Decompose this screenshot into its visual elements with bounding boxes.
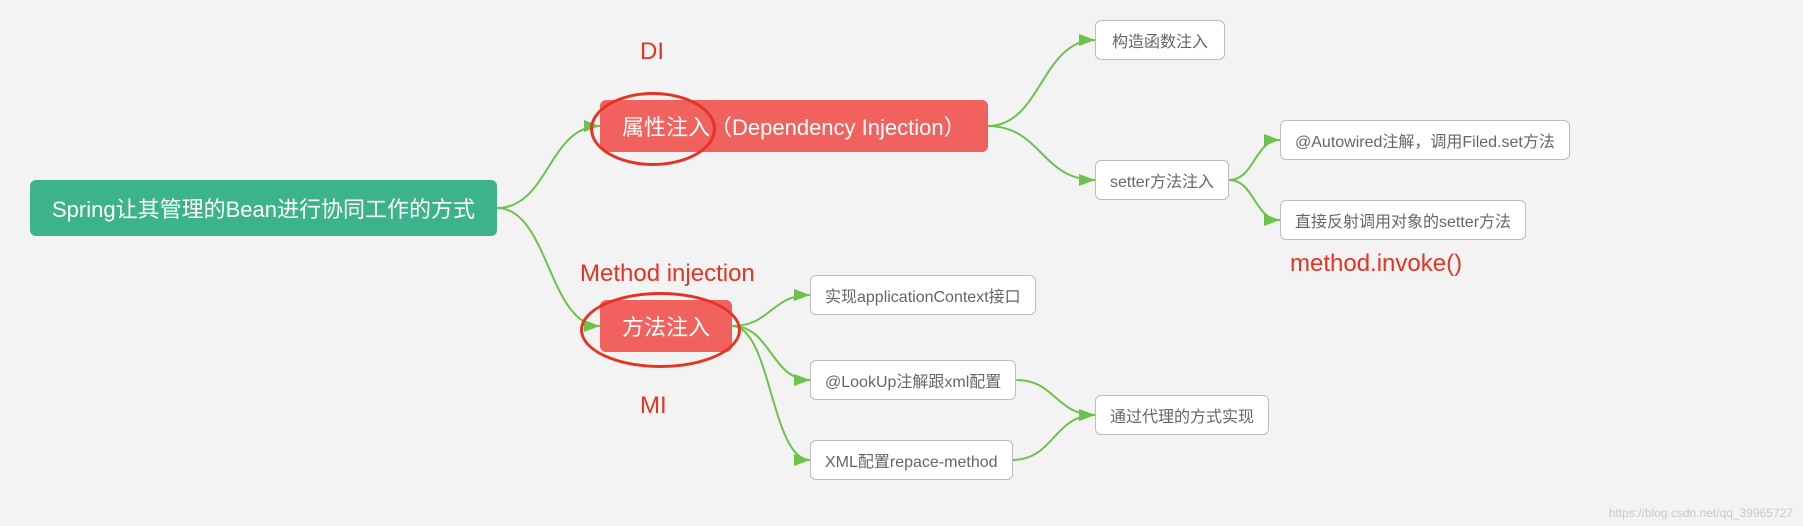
edge <box>497 126 600 208</box>
edge <box>732 326 810 380</box>
watermark: https://blog.csdn.net/qq_39965727 <box>1609 506 1793 520</box>
replace-method-node: XML配置repace-method <box>810 440 1013 480</box>
autowired-label: @Autowired注解，调用Filed.set方法 <box>1295 128 1555 152</box>
method-invoke-annotation: method.invoke() <box>1290 250 1462 278</box>
appcontext-label: 实现applicationContext接口 <box>825 283 1021 307</box>
mi-node: 方法注入 <box>600 300 732 352</box>
edge <box>988 40 1095 126</box>
lookup-label: @LookUp注解跟xml配置 <box>825 368 1001 392</box>
proxy-node: 通过代理的方式实现 <box>1095 395 1269 435</box>
edge <box>988 126 1095 180</box>
replace-method-label: XML配置repace-method <box>825 448 998 472</box>
edge <box>732 295 810 326</box>
edge <box>1229 140 1280 180</box>
autowired-node: @Autowired注解，调用Filed.set方法 <box>1280 120 1570 160</box>
edge <box>1016 380 1095 415</box>
mi-annotation: MI <box>640 392 667 420</box>
mi-label: 方法注入 <box>622 310 710 342</box>
reflect-label: 直接反射调用对象的setter方法 <box>1295 208 1511 232</box>
root-label: Spring让其管理的Bean进行协同工作的方式 <box>52 192 475 224</box>
method-injection-annotation: Method injection <box>580 260 755 288</box>
appcontext-node: 实现applicationContext接口 <box>810 275 1036 315</box>
diagram-canvas: Spring让其管理的Bean进行协同工作的方式 属性注入（Dependency… <box>0 0 1803 526</box>
di-node: 属性注入（Dependency Injection） <box>600 100 988 152</box>
edge <box>1229 180 1280 220</box>
reflect-node: 直接反射调用对象的setter方法 <box>1280 200 1526 240</box>
constructor-label: 构造函数注入 <box>1112 28 1208 52</box>
root-node: Spring让其管理的Bean进行协同工作的方式 <box>30 180 497 236</box>
setter-node: setter方法注入 <box>1095 160 1229 200</box>
lookup-node: @LookUp注解跟xml配置 <box>810 360 1016 400</box>
edge <box>732 326 810 460</box>
di-label: 属性注入（Dependency Injection） <box>622 110 966 142</box>
proxy-label: 通过代理的方式实现 <box>1110 403 1254 427</box>
setter-label: setter方法注入 <box>1110 168 1214 192</box>
edge <box>1013 415 1095 460</box>
constructor-node: 构造函数注入 <box>1095 20 1225 60</box>
di-annotation: DI <box>640 38 664 66</box>
